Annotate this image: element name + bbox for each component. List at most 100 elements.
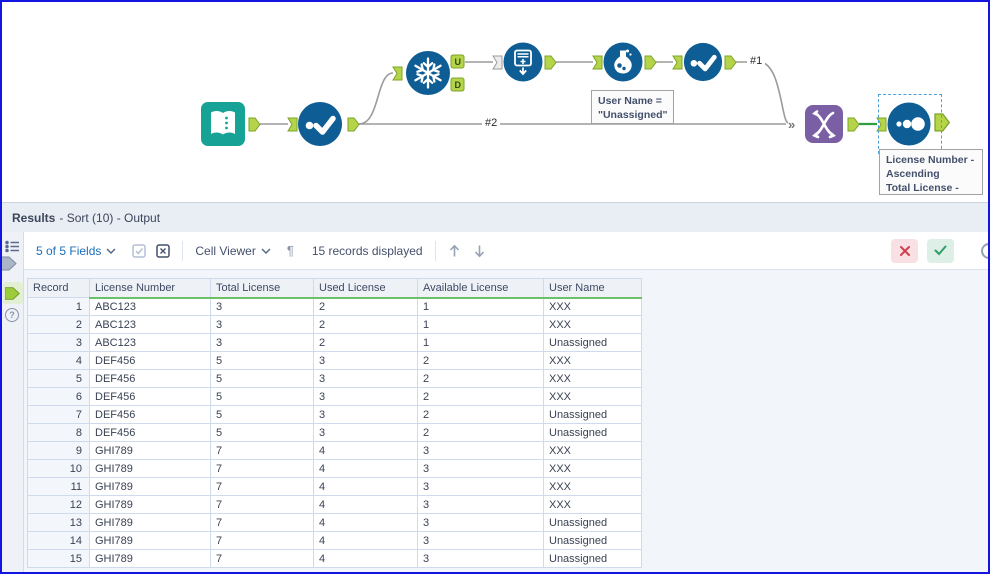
input-anchor[interactable]	[592, 55, 603, 70]
data-cell[interactable]: GHI789	[89, 459, 211, 478]
data-cell[interactable]: 3	[210, 315, 314, 334]
column-header[interactable]: License Number	[89, 278, 211, 299]
data-cell[interactable]: XXX	[543, 351, 642, 370]
data-cell[interactable]: Unassigned	[543, 549, 642, 568]
column-header[interactable]: Used License	[313, 278, 418, 299]
next-record-arrow-icon[interactable]	[473, 244, 486, 258]
data-cell[interactable]: ABC123	[89, 297, 211, 316]
record-number-cell[interactable]: 2	[27, 315, 90, 334]
data-cell[interactable]: 4	[313, 459, 418, 478]
record-number-cell[interactable]: 10	[27, 459, 90, 478]
record-number-cell[interactable]: 15	[27, 549, 90, 568]
unique-u-anchor[interactable]	[450, 54, 465, 69]
data-cell[interactable]: 3	[313, 387, 418, 406]
data-cell[interactable]: Unassigned	[543, 531, 642, 550]
data-cell[interactable]: Unassigned	[543, 405, 642, 424]
data-cell[interactable]: 7	[210, 549, 314, 568]
data-cell[interactable]: 7	[210, 477, 314, 496]
data-cell[interactable]: 3	[417, 441, 544, 460]
data-cell[interactable]: 3	[313, 423, 418, 442]
data-cell[interactable]: 2	[417, 405, 544, 424]
help-icon[interactable]: ?	[5, 308, 19, 322]
data-cell[interactable]: GHI789	[89, 441, 211, 460]
data-cell[interactable]: 2	[313, 315, 418, 334]
column-header[interactable]: Total License	[210, 278, 314, 299]
paragraph-mark-icon[interactable]: ¶	[286, 243, 294, 258]
data-cell[interactable]: 4	[313, 495, 418, 514]
data-cell[interactable]: 5	[210, 423, 314, 442]
data-cell[interactable]: GHI789	[89, 513, 211, 532]
record-number-cell[interactable]: 4	[27, 351, 90, 370]
data-cell[interactable]: 4	[313, 441, 418, 460]
select-all-checkbox-icon[interactable]	[132, 243, 147, 258]
data-cell[interactable]: XXX	[543, 387, 642, 406]
record-number-cell[interactable]: 9	[27, 441, 90, 460]
data-cell[interactable]: ABC123	[89, 315, 211, 334]
data-cell[interactable]: DEF456	[89, 423, 211, 442]
data-cell[interactable]: DEF456	[89, 387, 211, 406]
data-cell[interactable]: 1	[417, 297, 544, 316]
data-cell[interactable]: GHI789	[89, 477, 211, 496]
input-anchor-tab-icon[interactable]	[2, 256, 18, 276]
data-cell[interactable]: 2	[417, 351, 544, 370]
data-cell[interactable]: DEF456	[89, 351, 211, 370]
data-cell[interactable]: 2	[417, 387, 544, 406]
data-cell[interactable]: 3	[417, 459, 544, 478]
data-cell[interactable]: XXX	[543, 369, 642, 388]
data-cell[interactable]: 4	[313, 531, 418, 550]
union-multi-input-anchor[interactable]: »	[788, 117, 795, 132]
record-number-cell[interactable]: 3	[27, 333, 90, 352]
data-cell[interactable]: ABC123	[89, 333, 211, 352]
formula-tool[interactable]	[603, 42, 643, 87]
data-cell[interactable]: DEF456	[89, 405, 211, 424]
data-cell[interactable]: 3	[210, 297, 314, 316]
data-cell[interactable]: 2	[417, 369, 544, 388]
data-cell[interactable]: 4	[313, 477, 418, 496]
data-cell[interactable]: Unassigned	[543, 423, 642, 442]
data-cell[interactable]: XXX	[543, 459, 642, 478]
input-anchor[interactable]	[492, 55, 503, 70]
input-anchor[interactable]	[672, 55, 683, 70]
data-cell[interactable]: 2	[417, 423, 544, 442]
fields-dropdown[interactable]: 5 of 5 Fields	[36, 244, 116, 258]
data-cell[interactable]: 7	[210, 531, 314, 550]
record-number-cell[interactable]: 14	[27, 531, 90, 550]
output-anchor[interactable]	[544, 55, 557, 70]
deselect-all-icon[interactable]	[156, 243, 171, 258]
input-anchor[interactable]	[392, 66, 403, 81]
data-cell[interactable]: 5	[210, 351, 314, 370]
data-cell[interactable]: 3	[313, 405, 418, 424]
output-anchor[interactable]	[724, 55, 737, 70]
sort-tool[interactable]	[887, 102, 931, 151]
data-cell[interactable]: 4	[313, 513, 418, 532]
previous-record-arrow-icon[interactable]	[448, 244, 461, 258]
summarize-tool[interactable]	[503, 42, 543, 87]
column-header[interactable]: User Name	[543, 278, 642, 299]
connection-branch-1[interactable]	[736, 61, 789, 124]
record-number-cell[interactable]: 13	[27, 513, 90, 532]
data-cell[interactable]: 7	[210, 441, 314, 460]
data-cell[interactable]: 3	[210, 333, 314, 352]
cell-viewer-dropdown[interactable]: Cell Viewer	[195, 244, 271, 258]
select-tool-2[interactable]	[683, 42, 723, 87]
metadata-list-icon[interactable]	[5, 240, 20, 258]
formula-annotation[interactable]: User Name = "Unassigned"	[591, 90, 674, 124]
select-tool-1[interactable]	[297, 101, 343, 152]
data-cell[interactable]: Unassigned	[543, 513, 642, 532]
union-tool[interactable]	[804, 104, 844, 149]
output-anchor[interactable]	[248, 117, 261, 132]
data-cell[interactable]: DEF456	[89, 369, 211, 388]
record-number-cell[interactable]: 11	[27, 477, 90, 496]
cancel-button[interactable]	[891, 238, 918, 263]
data-cell[interactable]: 3	[313, 351, 418, 370]
record-number-cell[interactable]: 8	[27, 423, 90, 442]
input-anchor[interactable]	[287, 117, 298, 132]
data-cell[interactable]: GHI789	[89, 531, 211, 550]
record-number-cell[interactable]: 5	[27, 369, 90, 388]
input-anchor[interactable]	[876, 117, 887, 132]
data-cell[interactable]: 3	[417, 495, 544, 514]
unique-d-anchor[interactable]	[450, 77, 465, 92]
data-cell[interactable]: XXX	[543, 315, 642, 334]
column-header[interactable]: Record	[27, 278, 90, 298]
data-cell[interactable]: GHI789	[89, 549, 211, 568]
